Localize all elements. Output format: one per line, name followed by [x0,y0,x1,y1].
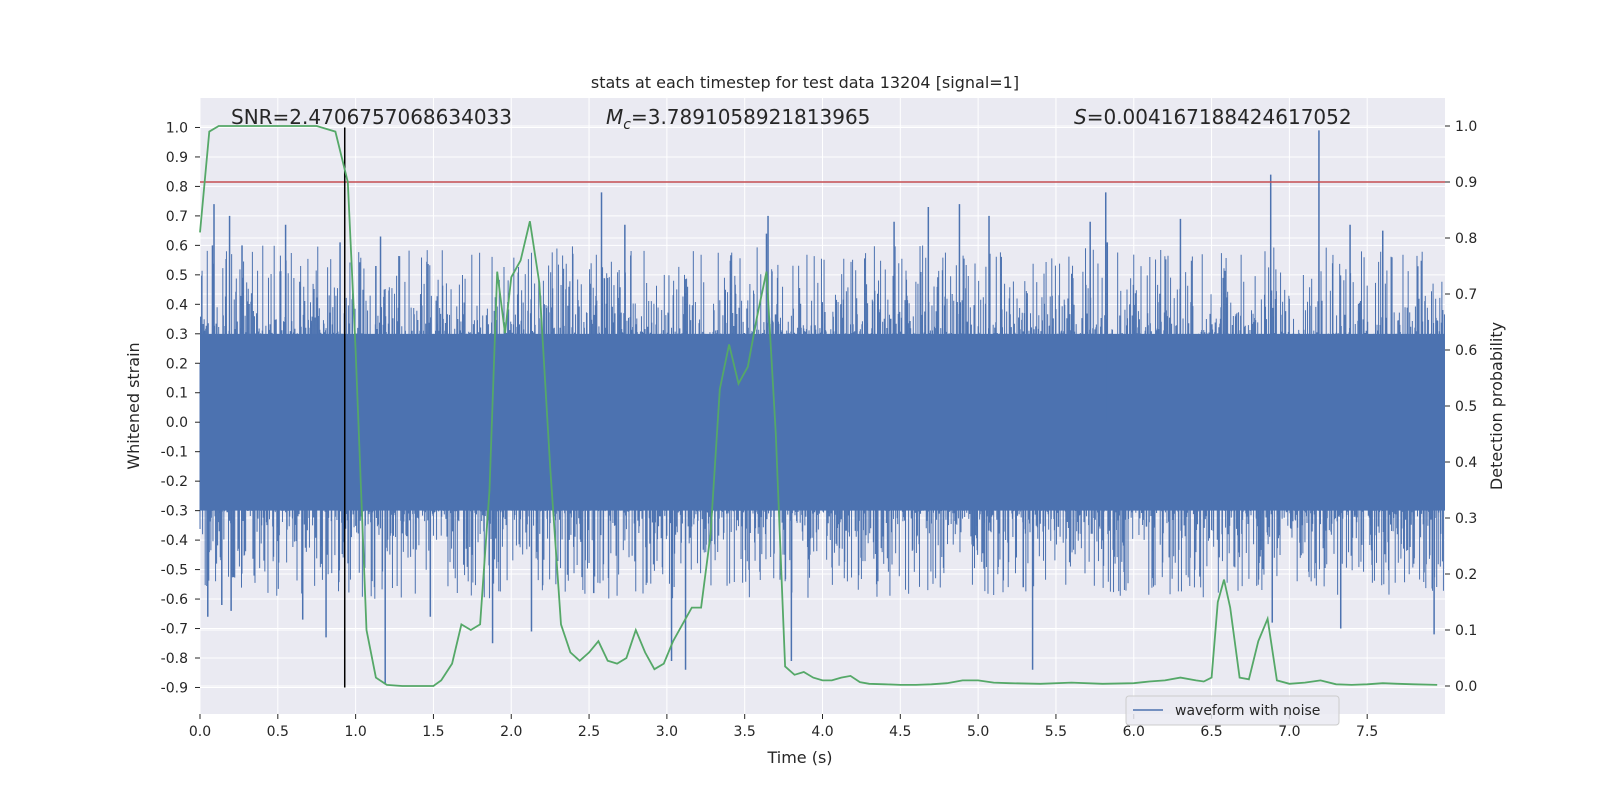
y-left-tick-label: 0.8 [166,179,188,195]
y-left-tick-label: -0.6 [161,592,188,608]
y-left-tick-label: -0.2 [161,474,188,490]
y-right-tick-label: 0.1 [1455,623,1477,639]
y-left-tick-label: 0.0 [166,415,188,431]
s-symbol: S [1074,105,1087,129]
y-left-tick-label: 0.9 [166,150,188,166]
x-tick-label: 3.0 [656,724,678,740]
y-left-tick-label: 0.5 [166,268,188,284]
y-left-tick-label: -0.3 [161,504,188,520]
y-left-tick-label: 0.1 [166,386,188,402]
y-right-tick-label: 0.9 [1455,175,1477,191]
chart-title: stats at each timestep for test data 132… [591,73,1019,92]
y-left-tick-label: -0.7 [161,622,188,638]
y-axis-left-label: Whitened strain [124,342,143,469]
legend-label-waveform: waveform with noise [1175,703,1320,719]
y-axis-left-ticks: 1.0 0.9 0.8 0.7 0.6 0.5 0.4 0.3 0.2 0.1 0.0 -0.1 -0.… [161,120,200,696]
x-tick-label: 1.0 [344,724,366,740]
x-tick-label: 7.5 [1356,724,1378,740]
y-right-tick-label: 0.2 [1455,567,1477,583]
snr-annotation: SNR=2.4706757068634033 [231,105,512,129]
legend-box [1125,695,1340,726]
waveform-series [199,130,1445,685]
y-left-tick-label: -0.5 [161,563,188,579]
y-left-tick-label: 0.3 [166,327,188,343]
overlay-lines [199,125,1445,688]
y-axis-right-label: Detection probability [1487,322,1506,490]
x-tick-label: 6.0 [1123,724,1145,740]
y-right-tick-label: 0.3 [1455,511,1477,527]
y-right-tick-label: 0.0 [1455,679,1477,695]
chirp-mass-value: =3.7891058921813965 [631,105,870,129]
s-value: =0.004167188424617052 [1087,105,1352,129]
y-left-tick-label: -0.8 [161,651,188,667]
x-tick-label: 6.5 [1200,724,1222,740]
y-axis-right-ticks: 1.0 0.9 0.8 0.7 0.6 0.5 0.4 0.3 0.2 0.1 0.0 [1445,119,1477,695]
x-tick-label: 5.5 [1045,724,1067,740]
waveform-core-band [200,333,1445,511]
x-tick-label: 2.0 [500,724,522,740]
detection-probability-line [199,125,1438,687]
x-tick-label: 5.0 [967,724,989,740]
x-tick-label: 4.0 [811,724,833,740]
y-left-tick-label: 0.6 [166,238,188,254]
x-tick-label: 3.5 [734,724,756,740]
y-right-tick-label: 0.6 [1455,343,1477,359]
x-tick-label: 0.5 [267,724,289,740]
y-left-tick-label: 0.7 [166,209,188,225]
y-right-tick-label: 1.0 [1455,119,1477,135]
x-tick-label: 2.5 [578,724,600,740]
y-left-tick-label: 1.0 [166,120,188,136]
x-axis-label: Time (s) [766,748,832,767]
y-left-tick-label: 0.2 [166,356,188,372]
y-left-tick-label: -0.1 [161,445,188,461]
legend: waveform with noise [1125,695,1340,726]
y-right-tick-label: 0.5 [1455,399,1477,415]
y-left-tick-label: 0.4 [166,297,188,313]
chirp-mass-subscript: c [623,117,631,133]
x-tick-label: 0.0 [189,724,211,740]
x-tick-label: 1.5 [422,724,444,740]
y-right-tick-label: 0.8 [1455,231,1477,247]
chirp-mass-annotation: Mc=3.7891058921813965 [606,105,870,133]
s-annotation: S=0.004167188424617052 [1074,105,1352,129]
x-tick-label: 4.5 [889,724,911,740]
y-left-tick-label: -0.9 [161,680,188,696]
x-tick-label: 7.0 [1278,724,1300,740]
y-right-tick-label: 0.7 [1455,287,1477,303]
y-left-tick-label: -0.4 [161,533,188,549]
y-right-tick-label: 0.4 [1455,455,1477,471]
chirp-mass-symbol: M [606,105,623,129]
x-axis-ticks: 0.0 0.5 1.0 1.5 2.0 2.5 3.0 3.5 4.0 4.5 5.0 5.5 6.0 6… [189,714,1378,740]
